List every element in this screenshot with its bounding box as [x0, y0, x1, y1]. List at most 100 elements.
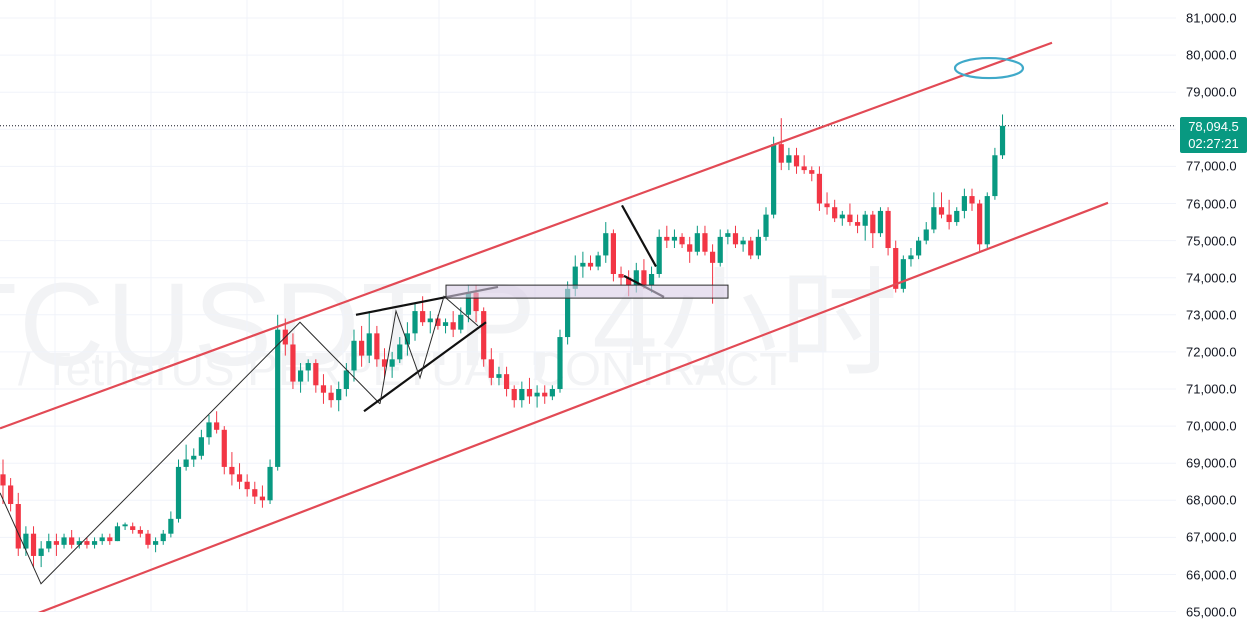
candle: [587, 255, 594, 271]
price-tick-label: 81,000.0: [1186, 10, 1237, 26]
candle: [839, 210, 845, 226]
candle-body: [84, 541, 90, 545]
candle: [46, 533, 52, 553]
candle-body: [870, 214, 876, 234]
candle: [374, 325, 380, 367]
candle: [503, 366, 510, 397]
candle-body: [687, 244, 693, 252]
candle-body: [771, 144, 777, 215]
candle: [198, 429, 204, 460]
candle-body: [114, 526, 121, 542]
candle: [854, 214, 861, 234]
candle-body: [328, 392, 334, 401]
candle-body: [679, 236, 685, 245]
candle-body: [450, 322, 456, 330]
candle-body: [557, 337, 563, 389]
candle-body: [130, 526, 136, 530]
candle: [351, 329, 357, 382]
candle: [816, 166, 823, 211]
candle: [916, 236, 922, 260]
candle-body: [381, 359, 388, 367]
candle: [977, 199, 983, 252]
candle-body: [229, 466, 235, 475]
candle-body: [313, 363, 319, 386]
candle-body: [618, 273, 624, 278]
candle-body: [435, 318, 441, 326]
candle-body: [748, 240, 754, 256]
price-axis[interactable]: [1176, 0, 1249, 612]
candle-body: [725, 233, 731, 237]
candle: [84, 537, 90, 549]
candle-body: [496, 374, 502, 378]
price-tick-label: 73,000.0: [1186, 307, 1237, 323]
candle-body: [946, 214, 952, 223]
candle: [61, 533, 67, 549]
candle-body: [23, 533, 29, 549]
candle: [442, 318, 449, 334]
candle: [557, 329, 563, 393]
candle: [15, 492, 21, 556]
price-chart[interactable]: [0, 0, 1176, 612]
candle-body: [595, 255, 601, 267]
candle: [725, 229, 731, 245]
candlestick-series: [0, 114, 1006, 568]
candle: [236, 463, 243, 490]
candle: [923, 222, 929, 245]
candle-body: [343, 370, 349, 389]
candle-body: [626, 277, 632, 286]
candle-body: [923, 229, 929, 241]
candle-body: [832, 207, 838, 219]
candle: [328, 385, 334, 408]
candle-body: [893, 248, 899, 289]
candle-body: [519, 389, 525, 401]
candle: [130, 522, 136, 534]
candle: [244, 474, 250, 497]
candle: [969, 188, 975, 211]
candle: [763, 207, 769, 241]
candle-body: [214, 422, 220, 430]
channel-line: [0, 41, 1053, 430]
candle: [275, 314, 281, 471]
candle: [610, 229, 616, 282]
candle: [343, 363, 349, 397]
candle-body: [221, 429, 227, 467]
candle: [137, 526, 143, 538]
candle-body: [542, 392, 548, 397]
candle-body: [168, 518, 174, 534]
candle-body: [778, 144, 784, 163]
candle-body: [885, 210, 891, 249]
candle: [389, 351, 395, 378]
candle-body: [969, 196, 975, 204]
candle-body: [755, 236, 761, 256]
candle: [900, 255, 906, 293]
candle-body: [366, 333, 372, 356]
candle-body: [473, 292, 479, 312]
trend-line: [621, 204, 657, 268]
candle-body: [397, 344, 403, 360]
candle-body: [488, 359, 494, 378]
channel-line: [37, 201, 1109, 612]
candle: [862, 210, 868, 241]
candle-body: [69, 537, 75, 545]
candle: [656, 229, 662, 278]
candle: [603, 222, 609, 263]
candle: [38, 541, 44, 568]
candle-body: [38, 548, 44, 556]
candle: [336, 381, 342, 412]
candle: [549, 385, 555, 401]
candle: [793, 147, 800, 174]
candle-body: [763, 214, 769, 237]
candle-body: [374, 333, 380, 360]
candle-body: [8, 485, 14, 505]
candle-body: [977, 203, 983, 245]
candle-body: [732, 233, 739, 245]
candle: [183, 444, 189, 471]
candle: [748, 236, 754, 260]
candle: [290, 333, 296, 389]
candle-body: [351, 340, 357, 371]
candle: [717, 229, 723, 267]
candle-body: [336, 389, 342, 401]
candle-body: [412, 311, 418, 334]
candle-body: [107, 537, 113, 542]
candle: [755, 229, 761, 260]
